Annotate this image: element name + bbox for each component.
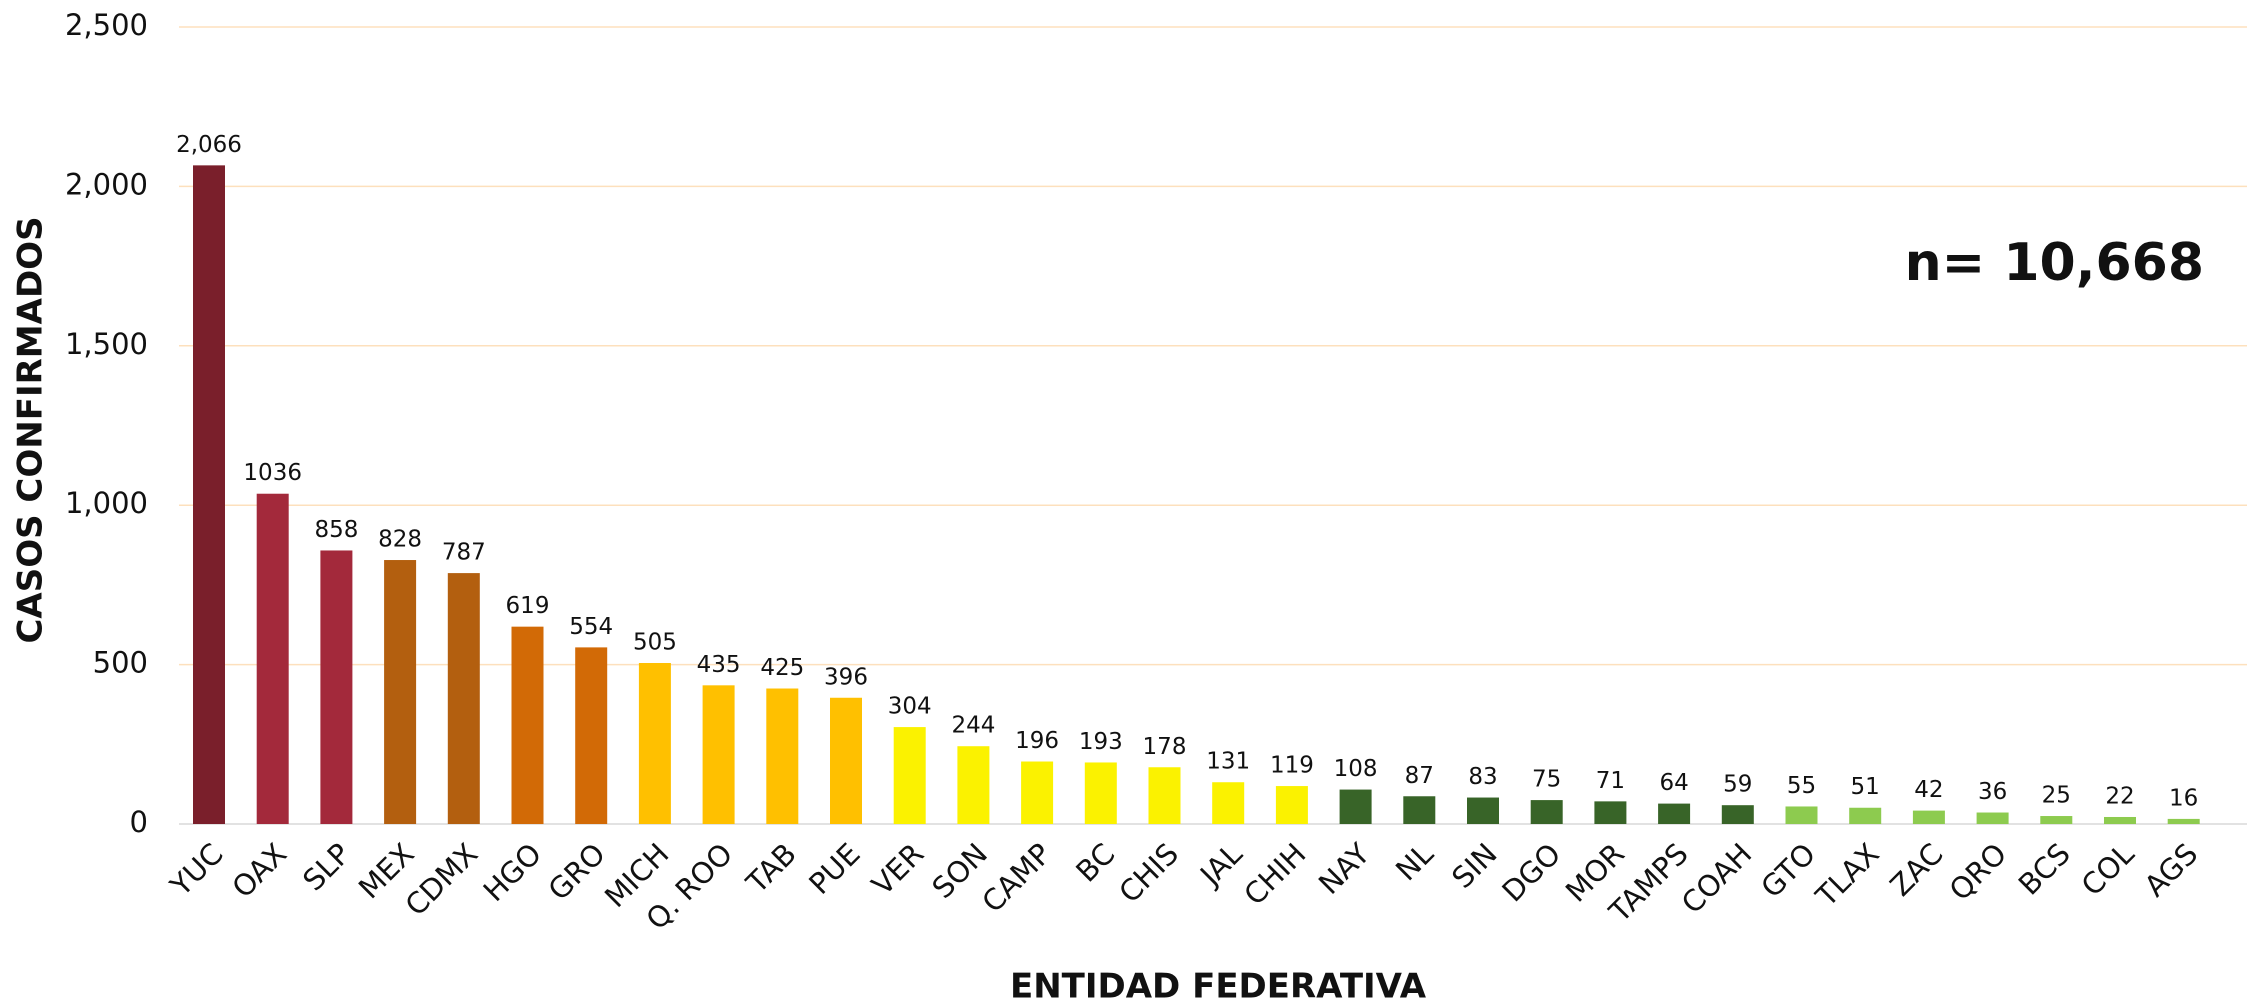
x-tick-label: COAH	[1675, 837, 1759, 921]
value-label: 131	[1206, 749, 1250, 775]
value-label: 119	[1270, 753, 1314, 779]
y-tick-label: 2,500	[65, 8, 148, 42]
bar	[1467, 797, 1499, 824]
bar	[1148, 767, 1181, 824]
x-tick-label: GRO	[541, 837, 611, 907]
x-tick-label: TAB	[739, 837, 803, 901]
value-label: 619	[506, 593, 550, 619]
bar	[1658, 803, 1691, 824]
x-tick-label: ZAC	[1883, 837, 1949, 903]
bar	[1403, 796, 1436, 824]
value-label: 196	[1015, 728, 1059, 754]
value-label: 787	[442, 540, 486, 566]
bar	[1084, 762, 1117, 824]
x-tick-label: YUC	[163, 837, 230, 904]
bar	[830, 697, 862, 824]
x-tick-label: DGO	[1495, 837, 1567, 909]
x-tick-label: COL	[2075, 837, 2141, 903]
value-label: 244	[951, 713, 995, 739]
value-label: 1036	[243, 460, 302, 486]
x-tick-label: NL	[1389, 837, 1440, 888]
value-label: 55	[1787, 773, 1816, 799]
x-tick-label: PUE	[802, 837, 866, 901]
y-tick-label: 1,000	[65, 486, 148, 520]
value-label: 71	[1596, 768, 1625, 794]
value-label: 16	[2169, 785, 2198, 811]
value-label: 2,066	[176, 132, 242, 158]
value-label: 554	[569, 614, 613, 640]
x-tick-label: NAY	[1312, 836, 1377, 901]
bar	[638, 663, 671, 824]
bar	[2104, 816, 2136, 824]
value-label: 505	[633, 630, 677, 656]
x-tick-label: SLP	[296, 837, 357, 898]
bar	[957, 746, 990, 824]
x-tick-label: VER	[865, 837, 930, 902]
bar	[1976, 812, 2009, 824]
bar	[1530, 800, 1563, 824]
bar	[702, 685, 735, 824]
bar	[1594, 801, 1627, 824]
value-label: 25	[2042, 783, 2071, 809]
bar	[1275, 786, 1308, 824]
value-label: 42	[1914, 777, 1943, 803]
y-tick-label: 0	[130, 805, 148, 839]
bar	[1912, 810, 1945, 824]
y-axis-title: CASOS CONFIRMADOS	[11, 216, 51, 643]
value-label: 59	[1723, 772, 1752, 798]
y-tick-label: 2,000	[65, 167, 148, 201]
bar	[1721, 805, 1754, 824]
value-label: 304	[888, 694, 932, 720]
bar	[575, 647, 608, 824]
value-label: 87	[1405, 763, 1434, 789]
bar	[1021, 761, 1054, 824]
x-tick-label: SIN	[1445, 837, 1503, 895]
value-label: 178	[1143, 734, 1187, 760]
bar	[256, 493, 289, 824]
bar	[193, 165, 225, 825]
value-label: 108	[1334, 756, 1378, 782]
bar	[2040, 816, 2073, 824]
x-tick-label: CDMX	[399, 837, 485, 923]
x-tick-label: BCS	[2012, 837, 2077, 902]
value-label: 193	[1079, 729, 1123, 755]
y-tick-label: 1,500	[65, 327, 148, 361]
value-label: 828	[378, 527, 422, 553]
bar	[766, 688, 799, 824]
x-tick-label: CHIS	[1112, 837, 1185, 910]
value-label: 22	[2105, 783, 2134, 809]
value-label: 51	[1851, 774, 1880, 800]
bar	[1849, 807, 1882, 824]
value-label: 83	[1468, 764, 1497, 790]
bar	[1339, 789, 1372, 824]
bar	[1785, 806, 1818, 824]
bar	[320, 550, 353, 824]
x-tick-label: QRO	[1943, 837, 2014, 908]
x-axis-title: ENTIDAD FEDERATIVA	[1010, 967, 1427, 1004]
bar	[384, 560, 417, 824]
value-label: 36	[1978, 779, 2007, 805]
value-label: 435	[697, 652, 741, 678]
annotation: n= 10,668	[1905, 233, 2204, 293]
x-tick-label: CHIH	[1237, 837, 1312, 912]
x-tick-label: TLAX	[1809, 837, 1886, 914]
value-label: 75	[1532, 767, 1561, 793]
bar	[893, 727, 926, 824]
y-tick-label: 500	[93, 646, 148, 680]
value-label: 425	[760, 655, 804, 681]
x-tick-label: AGS	[2138, 837, 2205, 904]
x-tick-label: HGO	[477, 837, 548, 908]
value-label: 858	[314, 517, 358, 543]
x-tick-label: BC	[1069, 837, 1121, 889]
bar	[2167, 818, 2200, 824]
value-label: 64	[1659, 770, 1688, 796]
x-tick-label: GTO	[1754, 837, 1822, 905]
bar	[511, 626, 544, 824]
x-tick-label: OAX	[225, 837, 293, 905]
value-label: 396	[824, 664, 868, 690]
bar	[1212, 782, 1245, 824]
x-tick-label: CAMP	[975, 837, 1057, 919]
bar	[447, 573, 480, 824]
